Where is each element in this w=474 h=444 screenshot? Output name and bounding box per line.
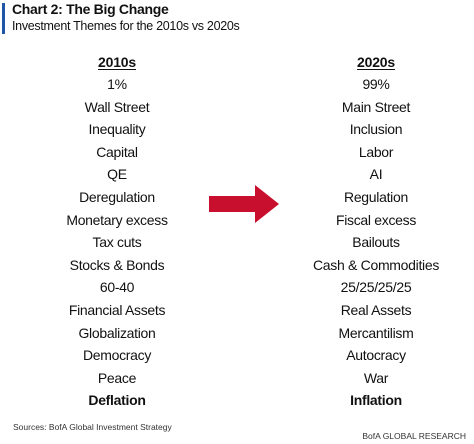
theme-item-2010s: 1% <box>107 76 127 92</box>
column-header-2020s: 2020s <box>357 54 395 70</box>
theme-list-2010s: 1% Wall Street Inequality Capital QE Der… <box>27 73 207 412</box>
brand-label: BofA GLOBAL RESEARCH <box>362 431 466 441</box>
theme-item-2010s: Financial Assets <box>68 301 166 318</box>
theme-item-2020s: Cash & Commodities <box>312 256 440 273</box>
theme-item-2020s: 99% <box>362 76 390 92</box>
theme-item-2010s: Deregulation <box>79 188 155 205</box>
title-accent-bar <box>2 3 5 34</box>
theme-item-2020s: Autocracy <box>346 347 406 364</box>
theme-item-2020s: 25/25/25/25 <box>340 279 412 296</box>
theme-item-2010s: 60-40 <box>99 279 135 296</box>
theme-item-2010s: Tax cuts <box>92 234 142 251</box>
right-arrow-icon <box>209 185 279 223</box>
theme-item-2020s: Regulation <box>344 188 408 205</box>
column-header-2010s: 2010s <box>98 54 136 70</box>
theme-item-2020s: Real Assets <box>340 301 412 318</box>
theme-item-2020s: Bailouts <box>352 234 400 251</box>
theme-item-2020s: Mercantilism <box>338 324 414 341</box>
theme-item-2020s: Labor <box>358 143 394 160</box>
theme-item-2010s: Stocks & Bonds <box>69 256 165 273</box>
theme-item-2020s: AI <box>369 166 383 183</box>
theme-item-2010s-final: Deflation <box>88 392 146 409</box>
chart-title: Chart 2: The Big Change <box>12 1 169 17</box>
theme-list-2020s: 99% Main Street Inclusion Labor AI Regul… <box>286 73 466 412</box>
theme-item-2020s-final: Inflation <box>350 392 402 409</box>
column-2010s: 2010s 1% Wall Street Inequality Capital … <box>27 51 207 412</box>
theme-item-2010s: Peace <box>97 369 137 386</box>
theme-item-2010s: Monetary excess <box>66 211 168 228</box>
arrow-shape <box>209 185 279 223</box>
chart-subtitle: Investment Themes for the 2010s vs 2020s <box>12 19 240 33</box>
theme-item-2010s: Inequality <box>88 121 146 138</box>
theme-item-2020s: War <box>363 369 389 386</box>
theme-item-2010s: Globalization <box>78 324 156 341</box>
column-2020s: 2020s 99% Main Street Inclusion Labor AI… <box>286 51 466 412</box>
theme-item-2010s: Democracy <box>82 347 152 364</box>
theme-item-2010s: Capital <box>96 143 138 160</box>
theme-item-2010s: Wall Street <box>84 98 150 115</box>
theme-item-2020s: Fiscal excess <box>335 211 417 228</box>
source-note: Sources: BofA Global Investment Strategy <box>13 422 172 432</box>
theme-item-2020s: Inclusion <box>349 121 403 138</box>
theme-item-2010s: QE <box>107 166 127 183</box>
theme-item-2020s: Main Street <box>341 98 411 115</box>
